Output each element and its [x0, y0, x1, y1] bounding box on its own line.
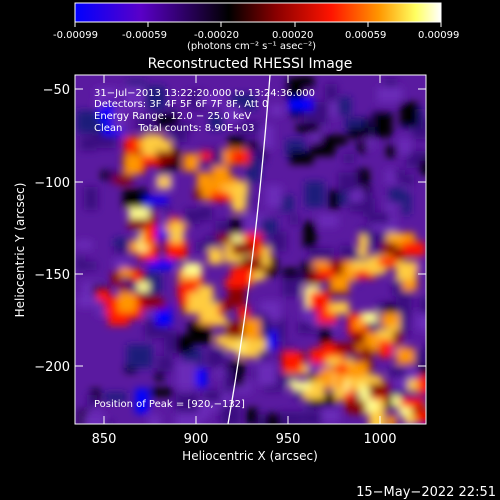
- footer-timestamp: 15−May−2022 22:51: [356, 485, 496, 500]
- x-tick-label: 900: [184, 432, 209, 447]
- colorbar-ticks: [74, 22, 442, 27]
- x-tick-label: 850: [92, 432, 117, 447]
- limb-curve: [227, 75, 271, 424]
- y-tick-label: −200: [34, 360, 70, 375]
- colorbar-tick-label: 0.00099: [418, 30, 459, 41]
- y-tick-label: −50: [43, 83, 70, 98]
- peak-position: Position of Peak = [920,−132]: [94, 399, 245, 410]
- detectors: Detectors: 3F 4F 5F 6F 7F 8F, Att 0: [94, 99, 268, 110]
- colorbar-tick-label: -0.00020: [194, 30, 239, 41]
- plot-frame: [74, 74, 427, 425]
- plot-title: Reconstructed RHESSI Image: [148, 56, 353, 72]
- colorbar-tick-label: -0.00059: [122, 30, 167, 41]
- info-annotations: 31−Jul−2013 13:22:20.000 to 13:24:36.000…: [94, 88, 315, 410]
- y-axis-title: Heliocentric Y (arcsec): [13, 183, 27, 318]
- time-range: 31−Jul−2013 13:22:20.000 to 13:24:36.000: [94, 88, 315, 99]
- y-axis-ticks: [75, 88, 426, 367]
- colorbar: -0.00099 -0.00059 -0.00020 0.00020 0.000…: [53, 2, 459, 52]
- x-tick-label: 950: [276, 432, 301, 447]
- y-tick-label: −100: [34, 176, 70, 191]
- colorbar-units: (photons cm⁻² s⁻¹ asec⁻²): [187, 41, 316, 52]
- colorbar-tick-label: -0.00099: [53, 30, 98, 41]
- colorbar-tick-label: 0.00020: [272, 30, 313, 41]
- x-tick-label: 1000: [363, 432, 396, 447]
- colorbar-tick-label: 0.00059: [345, 30, 386, 41]
- y-tick-label: −150: [34, 268, 70, 283]
- solar-image: [75, 75, 426, 424]
- x-axis-ticks: [103, 75, 381, 424]
- x-axis-title: Heliocentric X (arcsec): [182, 449, 318, 463]
- clean-counts: Clean Total counts: 8.90E+03: [94, 123, 254, 134]
- colorbar-gradient: [74, 2, 442, 23]
- energy-range: Energy Range: 12.0 − 25.0 keV: [94, 111, 251, 122]
